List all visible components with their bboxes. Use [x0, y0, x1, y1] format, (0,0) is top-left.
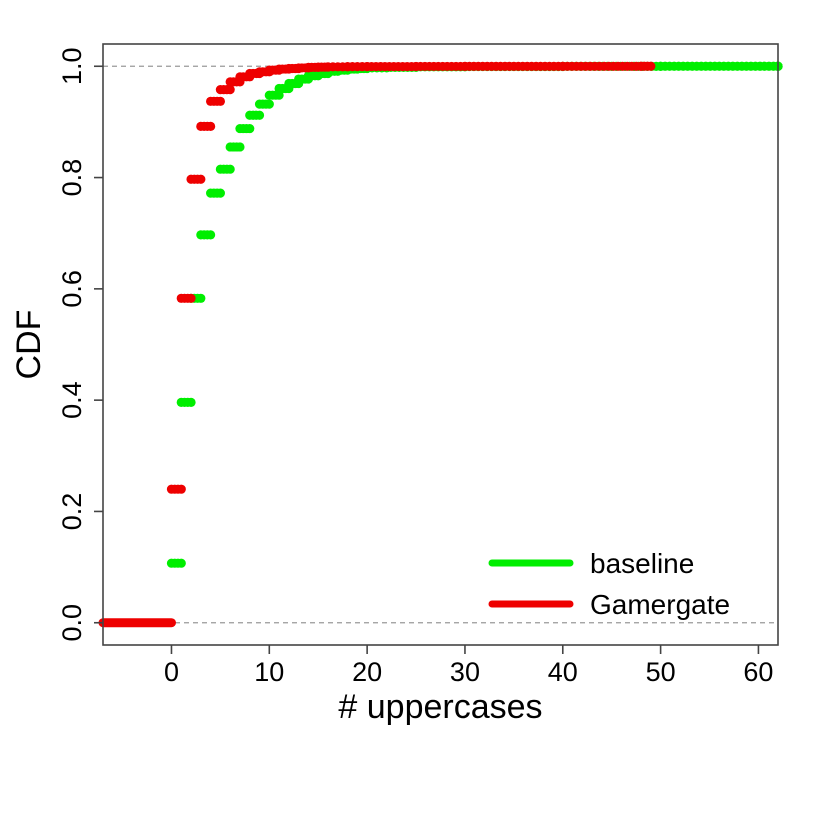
legend-label-gamergate: Gamergate: [590, 589, 730, 620]
point-baseline-2-3: [196, 293, 206, 303]
point-Gamergate-0-3: [176, 484, 186, 494]
y-tick-label-0.4: 0.4: [57, 381, 87, 419]
legend: baseline Gamergate: [488, 548, 730, 620]
point-Gamergate-5-3: [225, 85, 235, 95]
axes: 0 10 20 30 40 50 60 0.0 0.2 0.4 0.6 0.8 1.0: [57, 43, 779, 687]
point-baseline-1-3: [186, 397, 196, 407]
x-tick-label-60: 60: [743, 657, 773, 687]
point-Gamergate-2-3: [196, 174, 206, 184]
y-tick-label-0.8: 0.8: [57, 159, 87, 197]
point-baseline-3-3: [206, 230, 216, 240]
y-axis-title: CDF: [10, 310, 48, 380]
x-axis-title: # uppercases: [338, 688, 542, 726]
point-Gamergate-3-3: [206, 121, 216, 131]
y-tick-label-0.2: 0.2: [57, 493, 87, 531]
x-tick-label-30: 30: [450, 657, 480, 687]
x-tick-label-20: 20: [352, 657, 382, 687]
point-baseline-9-3: [264, 99, 274, 109]
x-tick-label-0: 0: [164, 657, 179, 687]
x-tick-label-10: 10: [254, 657, 284, 687]
plot-area: [98, 61, 783, 628]
point-baseline-6-3: [235, 142, 245, 152]
y-tick-label-1: 1.0: [57, 47, 87, 85]
point-baseline-4-3: [215, 188, 225, 198]
point-baseline-0-3: [176, 558, 186, 568]
point-baseline-7-3: [245, 123, 255, 134]
x-tick-label-40: 40: [548, 657, 578, 687]
point-Gamergate-4-3: [215, 96, 225, 106]
y-tick-label-0: 0.0: [57, 604, 87, 642]
point-Gamergate-48-3: [646, 61, 656, 71]
point-baseline-8-3: [254, 110, 265, 120]
point-Gamergate-1-3: [186, 293, 196, 303]
legend-label-baseline: baseline: [590, 548, 694, 579]
point-baseline-5-3: [225, 164, 235, 174]
y-tick-label-0.6: 0.6: [57, 270, 87, 308]
series-0: [166, 61, 783, 568]
plot-frame: [102, 43, 779, 646]
x-tick-label-50: 50: [646, 657, 676, 687]
series-1: [166, 61, 656, 494]
